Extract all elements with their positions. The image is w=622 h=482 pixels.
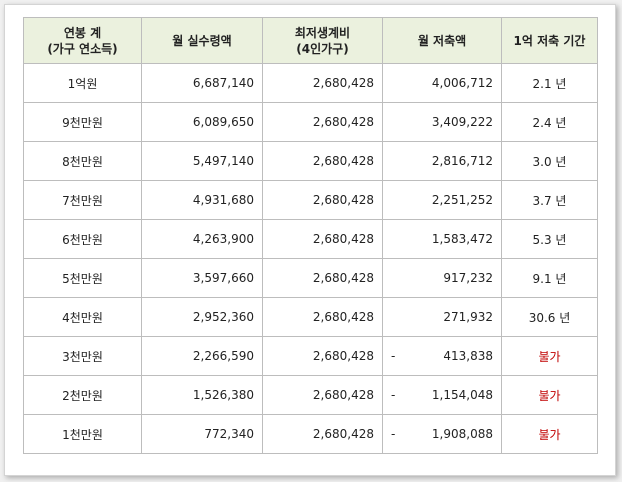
min-living-cell: 2,680,428 xyxy=(262,141,383,181)
net-monthly-cell: 6,089,650 xyxy=(141,102,263,142)
net-monthly-cell: 2,266,590 xyxy=(141,336,263,376)
header-net-monthly: 월 실수령액 xyxy=(141,17,263,64)
income-cell: 1천만원 xyxy=(23,414,142,454)
table-row: 1억원 6,687,140 2,680,428 4,006,712 2.1 년 xyxy=(23,63,598,103)
min-living-cell: 2,680,428 xyxy=(262,102,383,142)
saving-period-cell: 3.7 년 xyxy=(501,180,598,220)
header-min-living-cost: 최저생계비 (4인가구) xyxy=(262,17,383,64)
saving-period-cell: 9.1 년 xyxy=(501,258,598,298)
header-line: (4인가구) xyxy=(296,41,349,56)
savings-value: 1,154,048 xyxy=(431,388,493,402)
net-monthly-cell: 4,263,900 xyxy=(141,219,263,259)
min-living-cell: 2,680,428 xyxy=(262,336,383,376)
savings-cell: - 1,154,048 xyxy=(382,375,502,415)
negative-sign: - xyxy=(391,349,396,363)
table-row: 1천만원 772,340 2,680,428- 1,908,088 불가 xyxy=(23,414,598,454)
header-annual-income: 연봉 계 (가구 연소득) xyxy=(23,17,142,64)
income-cell: 3천만원 xyxy=(23,336,142,376)
income-cell: 5천만원 xyxy=(23,258,142,298)
income-cell: 7천만원 xyxy=(23,180,142,220)
header-line: (가구 연소득) xyxy=(47,41,118,56)
net-monthly-cell: 1,526,380 xyxy=(141,375,263,415)
savings-value: 271,932 xyxy=(443,310,493,324)
header-line: 연봉 계 xyxy=(63,25,102,40)
savings-cell: 917,232 xyxy=(382,258,502,298)
saving-period-cell: 불가 xyxy=(501,414,598,454)
table-row: 8천만원 5,497,140 2,680,428 2,816,712 3.0 년 xyxy=(23,141,598,181)
savings-value: 1,583,472 xyxy=(431,232,493,246)
min-living-cell: 2,680,428 xyxy=(262,375,383,415)
savings-cell: - 413,838 xyxy=(382,336,502,376)
saving-period-cell: 3.0 년 xyxy=(501,141,598,181)
savings-value: 3,409,222 xyxy=(431,115,493,129)
min-living-cell: 2,680,428 xyxy=(262,297,383,337)
saving-period-cell: 30.6 년 xyxy=(501,297,598,337)
saving-period-cell: 불가 xyxy=(501,375,598,415)
table-row: 5천만원 3,597,660 2,680,428 917,232 9.1 년 xyxy=(23,258,598,298)
header-line: 월 실수령액 xyxy=(172,33,232,48)
savings-value: 1,908,088 xyxy=(431,427,493,441)
net-monthly-cell: 4,931,680 xyxy=(141,180,263,220)
savings-cell: 2,251,252 xyxy=(382,180,502,220)
negative-sign: - xyxy=(391,427,396,441)
negative-sign: - xyxy=(391,388,396,402)
income-cell: 4천만원 xyxy=(23,297,142,337)
savings-value: 413,838 xyxy=(443,349,493,363)
savings-value: 917,232 xyxy=(443,271,493,285)
savings-value: 2,816,712 xyxy=(431,154,493,168)
saving-period-cell: 2.1 년 xyxy=(501,63,598,103)
header-line: 최저생계비 xyxy=(294,25,351,40)
saving-period-cell: 불가 xyxy=(501,336,598,376)
table-row: 7천만원 4,931,680 2,680,428 2,251,252 3.7 년 xyxy=(23,180,598,220)
savings-value: 4,006,712 xyxy=(431,76,493,90)
table-header-row: 연봉 계 (가구 연소득) 월 실수령액 최저생계비 (4인가구) 월 저축액 1억 저축 … xyxy=(23,17,598,64)
net-monthly-cell: 5,497,140 xyxy=(141,141,263,181)
net-monthly-cell: 772,340 xyxy=(141,414,263,454)
table-body: 1억원 6,687,140 2,680,428 4,006,712 2.1 년 9천만원 6… xyxy=(23,63,598,454)
income-cell: 9천만원 xyxy=(23,102,142,142)
income-cell: 6천만원 xyxy=(23,219,142,259)
header-line: 월 저축액 xyxy=(417,33,467,48)
savings-cell: 3,409,222 xyxy=(382,102,502,142)
savings-value: 2,251,252 xyxy=(431,193,493,207)
net-monthly-cell: 2,952,360 xyxy=(141,297,263,337)
savings-cell: 2,816,712 xyxy=(382,141,502,181)
table-row: 3천만원 2,266,590 2,680,428- 413,838 불가 xyxy=(23,336,598,376)
table-row: 4천만원 2,952,360 2,680,428 271,932 30.6 년 xyxy=(23,297,598,337)
savings-cell: 4,006,712 xyxy=(382,63,502,103)
table-row: 6천만원 4,263,900 2,680,428 1,583,472 5.3 년 xyxy=(23,219,598,259)
saving-period-cell: 2.4 년 xyxy=(501,102,598,142)
min-living-cell: 2,680,428 xyxy=(262,414,383,454)
min-living-cell: 2,680,428 xyxy=(262,219,383,259)
table-row: 2천만원 1,526,380 2,680,428- 1,154,048 불가 xyxy=(23,375,598,415)
savings-cell: 271,932 xyxy=(382,297,502,337)
image-frame: 연봉 계 (가구 연소득) 월 실수령액 최저생계비 (4인가구) 월 저축액 1억 저축 … xyxy=(4,4,616,476)
saving-period-cell: 5.3 년 xyxy=(501,219,598,259)
income-cell: 8천만원 xyxy=(23,141,142,181)
savings-cell: 1,583,472 xyxy=(382,219,502,259)
min-living-cell: 2,680,428 xyxy=(262,180,383,220)
savings-cell: - 1,908,088 xyxy=(382,414,502,454)
income-cell: 1억원 xyxy=(23,63,142,103)
min-living-cell: 2,680,428 xyxy=(262,63,383,103)
net-monthly-cell: 6,687,140 xyxy=(141,63,263,103)
net-monthly-cell: 3,597,660 xyxy=(141,258,263,298)
min-living-cell: 2,680,428 xyxy=(262,258,383,298)
header-line: 1억 저축 기간 xyxy=(513,33,586,48)
header-monthly-savings: 월 저축액 xyxy=(382,17,502,64)
income-cell: 2천만원 xyxy=(23,375,142,415)
savings-table: 연봉 계 (가구 연소득) 월 실수령액 최저생계비 (4인가구) 월 저축액 1억 저축 … xyxy=(23,17,598,454)
header-saving-period: 1억 저축 기간 xyxy=(501,17,598,64)
table-row: 9천만원 6,089,650 2,680,428 3,409,222 2.4 년 xyxy=(23,102,598,142)
